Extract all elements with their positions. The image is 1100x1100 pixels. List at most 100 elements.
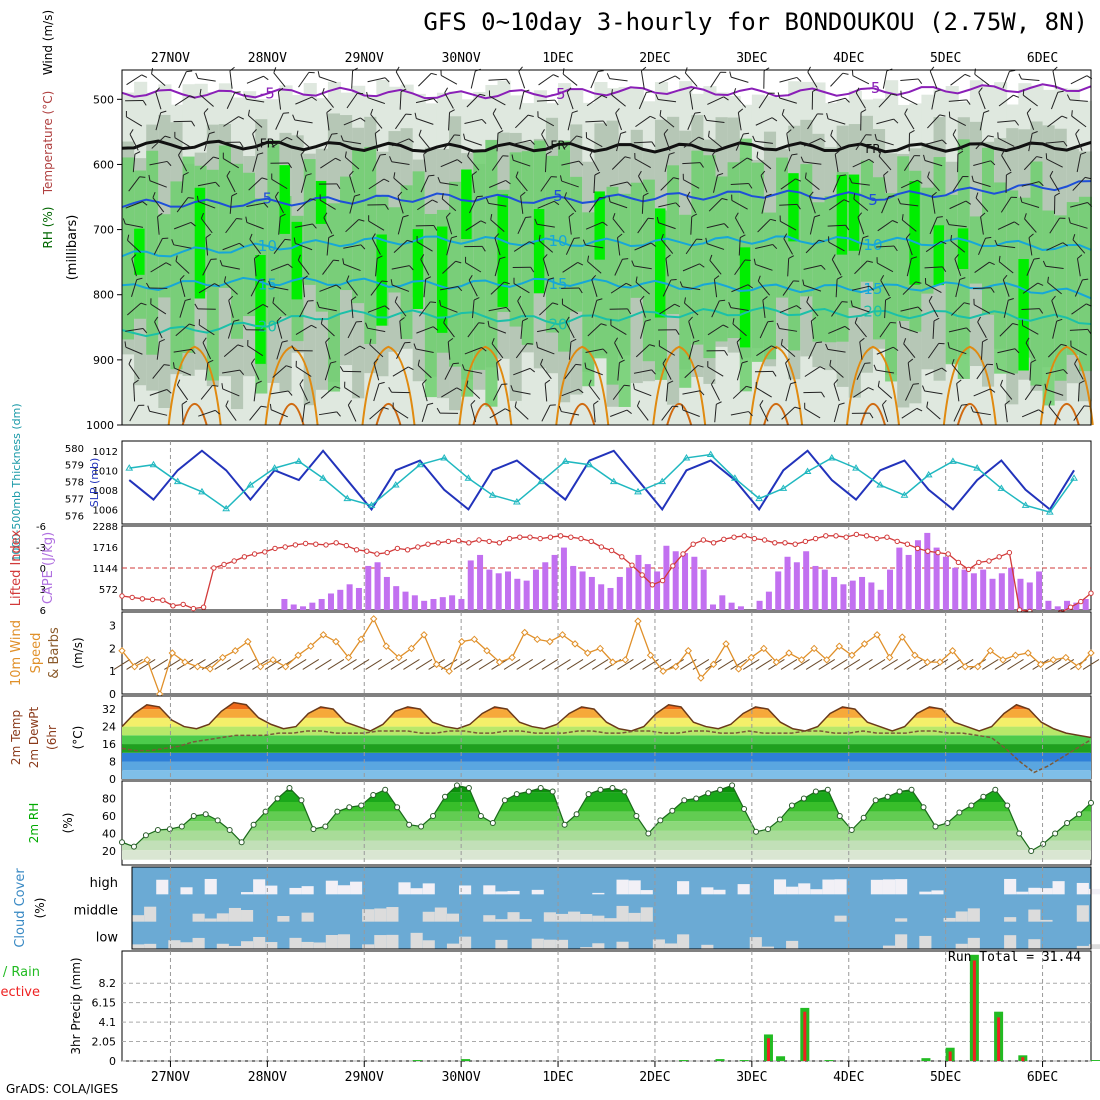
wind-barb-flag [961, 404, 968, 406]
wind-barb [491, 337, 504, 359]
wind-barb-flag [615, 108, 620, 114]
wind-barb-shaft [173, 221, 192, 230]
li-marker [272, 545, 278, 552]
wind-barb-flag [818, 239, 825, 243]
li-tick: 0 [40, 564, 46, 575]
wind-barb [465, 256, 482, 273]
wind-barb-flag [165, 262, 172, 266]
wind-barb-shaft [907, 362, 911, 381]
wind-barb [416, 236, 433, 252]
rh-shade-bright [412, 229, 424, 310]
li-marker [527, 534, 533, 540]
wind-barb-shaft [586, 95, 603, 107]
wind-barb [148, 174, 167, 188]
li-marker [598, 544, 605, 550]
cloud-cell [568, 911, 581, 922]
wind-barb-shaft [1071, 115, 1087, 128]
wind-speed-marker [609, 658, 617, 666]
wind-barb-flag [786, 129, 792, 134]
wind-barb-shaft [929, 217, 938, 235]
wind-barb-flag [888, 195, 895, 198]
wind-barb-shaft [343, 244, 362, 249]
rh-marker [298, 797, 305, 804]
wind-barb-flag [291, 345, 296, 351]
rh-marker [573, 811, 580, 818]
wind-barb [707, 96, 729, 105]
wind-barb [609, 181, 632, 187]
cape-bar [737, 606, 744, 610]
wind-barb [242, 324, 265, 331]
li-marker [537, 535, 543, 542]
wind-barb-shaft [542, 258, 550, 277]
wind-barb-shaft [1002, 71, 1010, 89]
wind-barb [418, 301, 437, 317]
wind-barb-shaft [198, 283, 215, 294]
wind-barb-flag [675, 329, 680, 335]
wind-barb-flag [515, 171, 519, 178]
rh-shade-green [1078, 196, 1092, 372]
wind-barb-flag [659, 109, 662, 116]
wind-barb-flag [157, 212, 163, 218]
wind-barb [884, 296, 891, 319]
cloud-cell [640, 907, 653, 922]
rh-marker [430, 813, 437, 819]
wind-speed-marker [646, 651, 655, 659]
wind-barb-flag [552, 302, 559, 306]
cape-bar [477, 554, 484, 610]
wind-barb-shaft [300, 175, 307, 193]
cape-bar [905, 554, 912, 610]
cloud-cell [628, 912, 641, 922]
wind-speed-marker [634, 617, 642, 625]
wind-barb [323, 133, 338, 151]
wind-speed-marker [873, 631, 881, 639]
wind-barb-shaft [1021, 409, 1039, 418]
wind-barb-shaft [566, 91, 574, 110]
wind-barb-flag [771, 117, 778, 122]
wind-barb-shaft [1076, 258, 1081, 277]
li-marker [843, 534, 849, 540]
wind-barb [369, 338, 384, 358]
rh-shade-bright [933, 225, 945, 286]
wind-barb [585, 120, 608, 127]
cape-bar [1026, 582, 1033, 610]
t2m-units-label: (°C) [71, 726, 85, 750]
wind-speed-marker [810, 644, 818, 653]
wind-barb [776, 322, 798, 332]
li-marker [435, 540, 441, 546]
li-marker [231, 558, 237, 564]
wind-barb-flag [494, 233, 500, 239]
wind-barb-shaft [689, 91, 694, 110]
wind-barb [1044, 383, 1064, 396]
wind-barb-shaft [517, 300, 527, 318]
wind-barb [980, 212, 986, 235]
wind-barb-10m [868, 658, 886, 670]
wind-barb [733, 88, 747, 108]
wind-barb-shaft [997, 137, 1015, 147]
wind-barb-flag [487, 320, 490, 327]
wind-axis-label-2: Speed [29, 633, 44, 674]
wind-speed-marker [294, 651, 302, 659]
wind-barb-shaft [274, 196, 284, 214]
cape-bar [458, 598, 465, 610]
wind-barb-flag [1045, 153, 1048, 160]
wind-barb-flag [893, 245, 898, 252]
wind-barb [349, 170, 356, 193]
cape-bar [309, 602, 316, 610]
wind-speed-marker [885, 653, 894, 662]
cape-bar [821, 569, 828, 610]
wind-barb [732, 157, 753, 169]
wind-barb-shaft [176, 384, 189, 401]
thickness-marker [755, 494, 764, 502]
cape-bar [952, 567, 959, 610]
wind-barb [612, 213, 625, 233]
wind-barb [904, 108, 915, 130]
wind-barb [202, 258, 217, 276]
li-marker [353, 547, 360, 553]
wind-barb [835, 276, 843, 298]
wind-panel-frame [121, 611, 1092, 695]
temp-band [122, 761, 1091, 771]
wind-barb [225, 400, 237, 421]
cape-bar [849, 580, 856, 610]
wind-barb-flag [263, 75, 269, 81]
wind-barb [370, 108, 383, 129]
